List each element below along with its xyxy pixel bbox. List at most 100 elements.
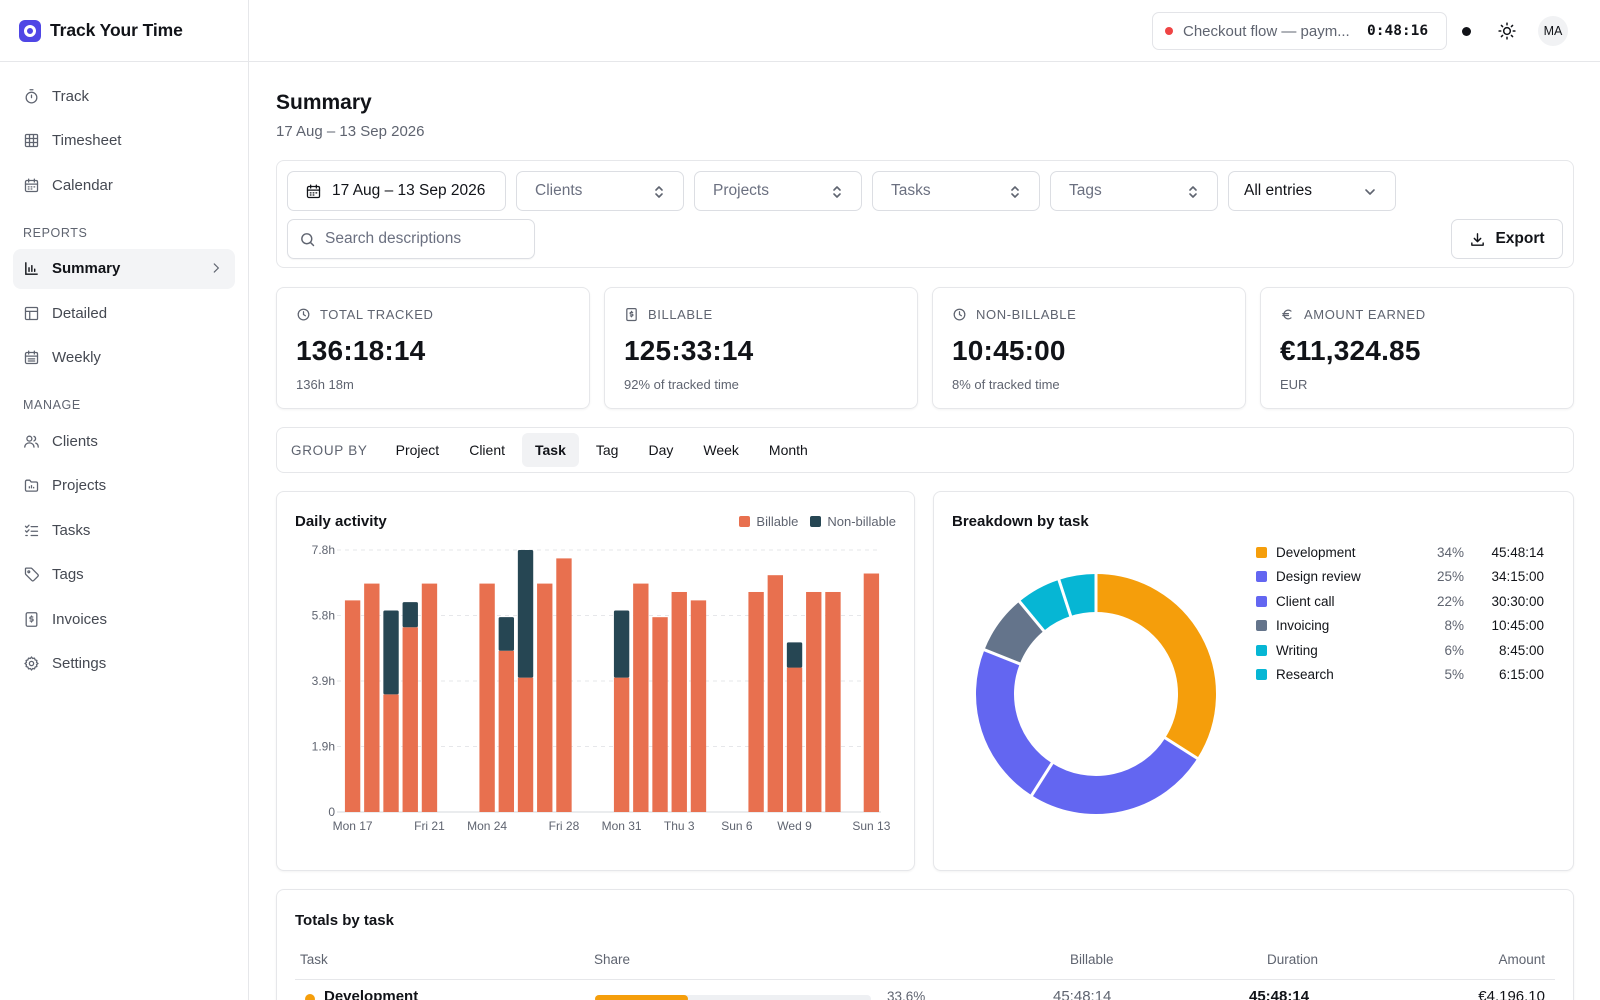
bar-billable[interactable] (383, 694, 399, 812)
bar-billable[interactable] (344, 600, 361, 812)
col-amount[interactable]: Amount (1498, 952, 1545, 967)
sidebar-item-weekly[interactable]: Weekly (13, 338, 235, 378)
brand[interactable]: Track Your Time (0, 0, 248, 62)
search-input[interactable] (325, 230, 515, 248)
bar-billable[interactable] (748, 591, 764, 812)
chevron-down-icon (1365, 189, 1375, 195)
donut-slice[interactable] (1058, 574, 1097, 617)
sidebar-item-label: Clients (52, 432, 98, 450)
sidebar-item-timesheet[interactable]: Timesheet (13, 121, 235, 161)
sidebar-item-label: Track (52, 87, 89, 105)
running-timer[interactable]: Checkout flow — paym... 0:48:16 (1152, 12, 1447, 50)
col-duration[interactable]: Duration (1267, 952, 1319, 967)
bar-billable[interactable] (498, 650, 515, 812)
stat-subtext: 92% of tracked time (624, 377, 739, 392)
date-range-button[interactable]: 17 Aug – 13 Sep 2026 (287, 171, 506, 211)
task-name: Client call (1276, 593, 1335, 609)
sidebar-item-settings[interactable]: Settings (13, 644, 235, 684)
bar-non-billable[interactable] (517, 550, 534, 678)
bar-billable[interactable] (690, 600, 707, 812)
bar-billable[interactable] (402, 627, 418, 812)
x-tick-label: Wed 9 (777, 819, 812, 833)
projects-select[interactable]: Projects (694, 171, 862, 211)
bar-billable[interactable] (806, 591, 822, 812)
totals-card: Totals by task Task Share Billable Durat… (276, 889, 1574, 1000)
breakdown-row[interactable]: Development 34% 45:48:14 (1256, 540, 1544, 565)
tag-icon (24, 567, 39, 582)
sidebar-item-label: Calendar (52, 176, 113, 194)
x-tick-label: Thu 3 (664, 819, 695, 833)
breakdown-row[interactable]: Research 5% 6:15:00 (1256, 663, 1544, 688)
bar-billable[interactable] (556, 558, 572, 812)
clients-select[interactable]: Clients (516, 171, 684, 211)
export-button[interactable]: Export (1451, 219, 1563, 259)
sidebar-item-tasks[interactable]: Tasks (13, 510, 235, 550)
sidebar-item-invoices[interactable]: Invoices (13, 599, 235, 639)
group-by-day[interactable]: Day (648, 442, 674, 458)
bar-billable[interactable] (517, 677, 534, 812)
group-by-month[interactable]: Month (768, 442, 808, 458)
search-box[interactable] (287, 219, 535, 259)
breakdown-row[interactable]: Writing 6% 8:45:00 (1256, 638, 1544, 663)
sidebar-item-label: Detailed (52, 304, 108, 322)
sidebar-item-clients[interactable]: Clients (13, 421, 235, 461)
avatar[interactable]: MA (1538, 16, 1568, 46)
bar-non-billable[interactable] (498, 617, 515, 651)
bar-billable[interactable] (479, 583, 495, 812)
swatch-development (1256, 546, 1267, 558)
bar-non-billable[interactable] (786, 642, 803, 668)
y-tick-label: 0 (328, 805, 335, 819)
donut-slice[interactable] (976, 649, 1053, 796)
folder-icon (24, 479, 39, 492)
group-by-task[interactable]: Task (522, 433, 579, 467)
bar-billable[interactable] (421, 583, 438, 812)
bar-billable[interactable] (825, 591, 841, 812)
group-by-project[interactable]: Project (395, 442, 440, 458)
timer-description: Checkout flow — paym... (1183, 22, 1350, 40)
bar-non-billable[interactable] (613, 610, 630, 678)
sidebar-item-tags[interactable]: Tags (13, 555, 235, 595)
stat-label: NON-BILLABLE (976, 307, 1077, 322)
euro-icon (1282, 309, 1292, 320)
bar-billable[interactable] (537, 583, 553, 812)
sidebar-item-detailed[interactable]: Detailed (13, 293, 235, 333)
bar-billable[interactable] (767, 575, 784, 812)
col-task[interactable]: Task (300, 952, 328, 967)
sidebar-item-calendar[interactable]: Calendar (13, 165, 235, 205)
group-by-client[interactable]: Client (469, 442, 505, 458)
bar-billable[interactable] (671, 591, 687, 812)
sun-icon[interactable] (1497, 21, 1517, 41)
bar-billable[interactable] (613, 677, 630, 812)
col-share[interactable]: Share (594, 952, 631, 967)
bar-billable[interactable] (652, 617, 668, 812)
bar-non-billable[interactable] (402, 602, 418, 628)
sidebar-item-track[interactable]: Track (13, 76, 235, 116)
bar-billable[interactable] (786, 667, 803, 812)
task-pct: 8% (1444, 618, 1464, 634)
sidebar-item-label: Weekly (52, 349, 101, 366)
bar-billable[interactable] (364, 583, 380, 812)
donut-slice[interactable] (984, 601, 1045, 665)
group-by-tag[interactable]: Tag (595, 442, 619, 458)
donut-slice[interactable] (1019, 579, 1072, 632)
entries-select[interactable]: All entries (1228, 171, 1396, 211)
sidebar-item-projects[interactable]: Projects (13, 466, 235, 506)
totals-table-header: Task Share Billable Duration Amount (295, 948, 1555, 980)
breakdown-row[interactable]: Invoicing 8% 10:45:00 (1256, 614, 1544, 639)
sidebar-item-summary[interactable]: Summary (13, 248, 235, 289)
breakdown-row[interactable]: Design review 25% 34:15:00 (1256, 565, 1544, 590)
table-row[interactable]: Development 33.6% 45:48:14 45:48:14 €4,1… (295, 983, 1555, 1000)
bar-billable[interactable] (863, 573, 880, 812)
tasks-select[interactable]: Tasks (872, 171, 1040, 211)
donut-slice[interactable] (1095, 574, 1216, 759)
group-by-week[interactable]: Week (703, 442, 739, 458)
stat-label: TOTAL TRACKED (320, 307, 434, 322)
col-billable[interactable]: Billable (1070, 952, 1114, 967)
tags-select[interactable]: Tags (1050, 171, 1218, 211)
task-name: Invoicing (1276, 618, 1330, 634)
status-dot-icon[interactable] (1462, 27, 1471, 36)
bar-billable[interactable] (633, 583, 649, 812)
donut-slice[interactable] (1031, 737, 1198, 814)
breakdown-row[interactable]: Client call 22% 30:30:00 (1256, 589, 1544, 614)
bar-non-billable[interactable] (383, 610, 399, 695)
